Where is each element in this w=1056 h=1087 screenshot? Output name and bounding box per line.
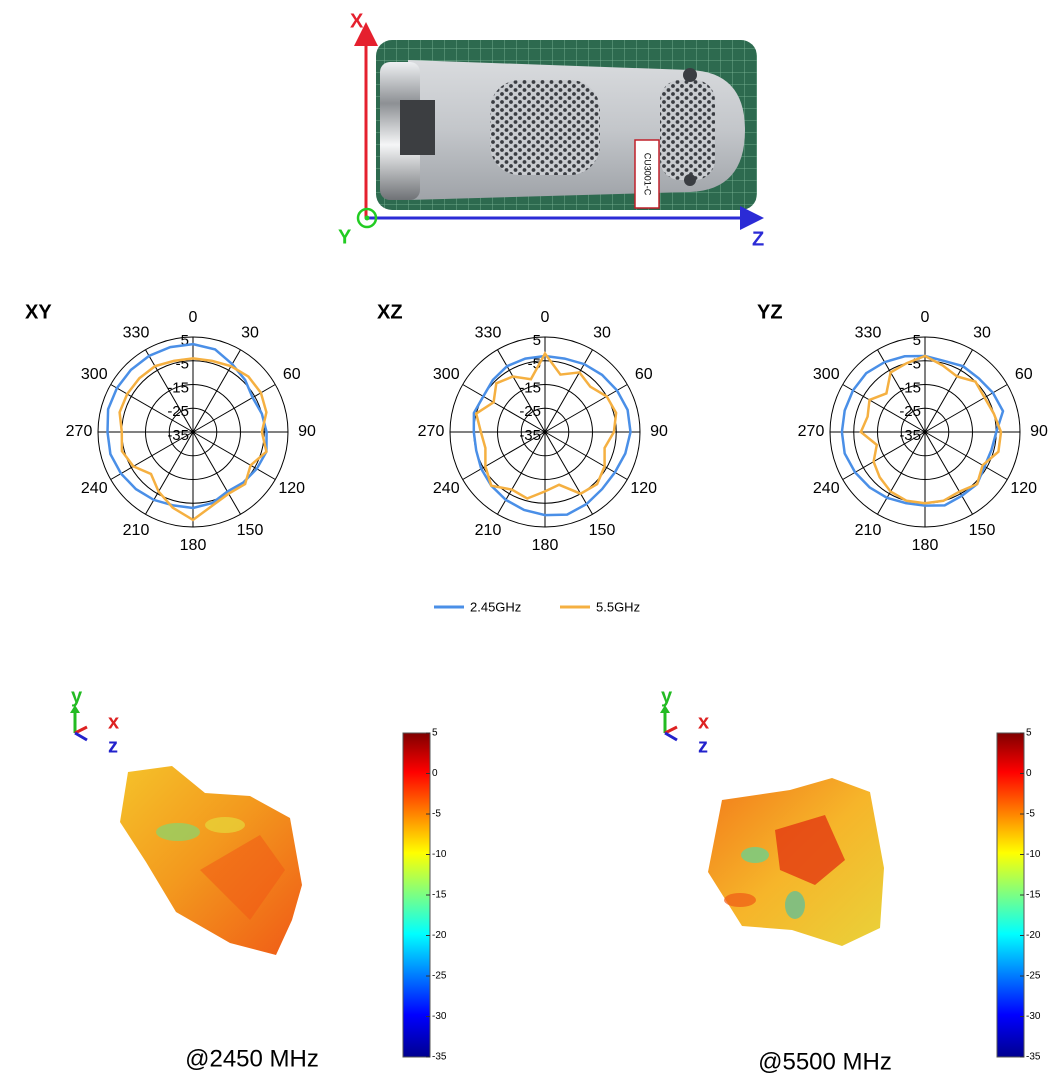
theta-tick-label: 60: [1015, 366, 1033, 383]
colorbar-tick-label: -5: [432, 809, 441, 820]
colorbar-tick-label: -15: [1026, 890, 1041, 901]
theta-tick-label: 240: [433, 480, 460, 497]
theta-tick-label: 180: [532, 537, 559, 554]
theta-tick-label: 180: [180, 537, 207, 554]
colorbar-tick-label: -20: [432, 930, 447, 941]
colorbar: [403, 733, 430, 1057]
theta-tick-label: 150: [589, 522, 616, 539]
colorbar-tick-label: 5: [432, 728, 438, 739]
theta-tick-label: 60: [283, 366, 301, 383]
theta-tick-label: 0: [541, 309, 550, 326]
theta-tick-label: 30: [241, 324, 259, 341]
theta-tick-label: 270: [798, 423, 825, 440]
colorbar-tick-label: -15: [432, 890, 447, 901]
colorbar: [997, 733, 1024, 1057]
triad-label: y: [71, 685, 83, 707]
theta-tick-label: 120: [630, 480, 657, 497]
theta-tick-label: 270: [418, 423, 445, 440]
grid-spoke: [925, 385, 1007, 433]
device-photo: CU3001-C: [376, 40, 757, 210]
theta-tick-label: 210: [123, 522, 150, 539]
theta-tick-label: 30: [973, 324, 991, 341]
r-tick-label: 5: [533, 332, 541, 349]
r-tick-label: -25: [167, 403, 189, 420]
photo-axis-label: X: [350, 10, 364, 32]
colorbar-tick-label: -35: [1026, 1052, 1041, 1063]
chart-title: XY: [25, 301, 52, 323]
theta-tick-label: 300: [813, 366, 840, 383]
photo-axis-label: Z: [752, 228, 764, 250]
r-tick-label: -35: [519, 427, 541, 444]
theta-tick-label: 90: [298, 423, 316, 440]
triad-label: x: [698, 711, 709, 733]
theta-tick-label: 120: [1010, 480, 1037, 497]
triad-z: [75, 733, 87, 740]
theta-tick-label: 240: [813, 480, 840, 497]
r-tick-label: -15: [519, 379, 541, 396]
r-tick-label: -25: [519, 403, 541, 420]
colorbar-tick-label: -5: [1026, 809, 1035, 820]
theta-tick-label: 270: [66, 423, 93, 440]
theta-tick-label: 0: [189, 309, 198, 326]
grid-spoke: [498, 432, 546, 514]
triad-z: [665, 733, 677, 740]
theta-tick-label: 330: [123, 324, 150, 341]
theta-tick-label: 180: [912, 537, 939, 554]
chart-title: YZ: [757, 301, 783, 323]
theta-tick-label: 90: [650, 423, 668, 440]
theta-tick-label: 150: [969, 522, 996, 539]
grid-spoke: [545, 432, 593, 514]
theta-tick-label: 300: [433, 366, 460, 383]
r-tick-label: 5: [913, 332, 921, 349]
r-tick-label: -35: [899, 427, 921, 444]
theta-tick-label: 150: [237, 522, 264, 539]
theta-tick-label: 30: [593, 324, 611, 341]
triad-label: z: [108, 735, 118, 757]
triad-label: z: [698, 735, 708, 757]
theta-tick-label: 0: [921, 309, 930, 326]
theta-tick-label: 240: [81, 480, 108, 497]
colorbar-tick-label: 5: [1026, 728, 1032, 739]
colorbar-tick-label: -25: [1026, 971, 1041, 982]
theta-tick-label: 330: [855, 324, 882, 341]
caption: @5500 MHz: [758, 1048, 892, 1075]
colorbar-tick-label: 0: [432, 768, 438, 779]
colorbar-tick-label: 0: [1026, 768, 1032, 779]
triad-x: [665, 727, 677, 733]
triad-label: x: [108, 711, 119, 733]
theta-tick-label: 90: [1030, 423, 1048, 440]
r-tick-label: -15: [899, 379, 921, 396]
colorbar-tick-label: -25: [432, 971, 447, 982]
legend-label: 2.45GHz: [470, 599, 521, 614]
legend-label: 5.5GHz: [596, 599, 640, 614]
theta-tick-label: 330: [475, 324, 502, 341]
triad-x: [75, 727, 87, 733]
theta-tick-label: 210: [475, 522, 502, 539]
colorbar-tick-label: -10: [1026, 849, 1041, 860]
theta-tick-label: 210: [855, 522, 882, 539]
colorbar-tick-label: -30: [1026, 1011, 1041, 1022]
figure: CU3001-C X Y Z XY 0 30 60 90 120 150 180 210 240 2…: [0, 0, 1056, 1082]
device-tag: CU3001-C: [643, 153, 653, 196]
colorbar-tick-label: -30: [432, 1011, 447, 1022]
theta-tick-label: 60: [635, 366, 653, 383]
r-tick-label: -15: [167, 379, 189, 396]
y-axis-dot: [365, 216, 370, 221]
theta-tick-label: 300: [81, 366, 108, 383]
caption: @2450 MHz: [185, 1045, 319, 1072]
colorbar-tick-label: -10: [432, 849, 447, 860]
triad-label: y: [661, 685, 673, 707]
colorbar-tick-label: -35: [432, 1052, 447, 1063]
r-tick-label: -25: [899, 403, 921, 420]
pattern-3d-left: [120, 766, 302, 955]
photo-axis-label: Y: [338, 226, 352, 248]
r-tick-label: -35: [167, 427, 189, 444]
theta-tick-label: 120: [278, 480, 305, 497]
chart-title: XZ: [377, 301, 403, 323]
colorbar-tick-label: -20: [1026, 930, 1041, 941]
pattern-3d-right: [708, 778, 884, 946]
